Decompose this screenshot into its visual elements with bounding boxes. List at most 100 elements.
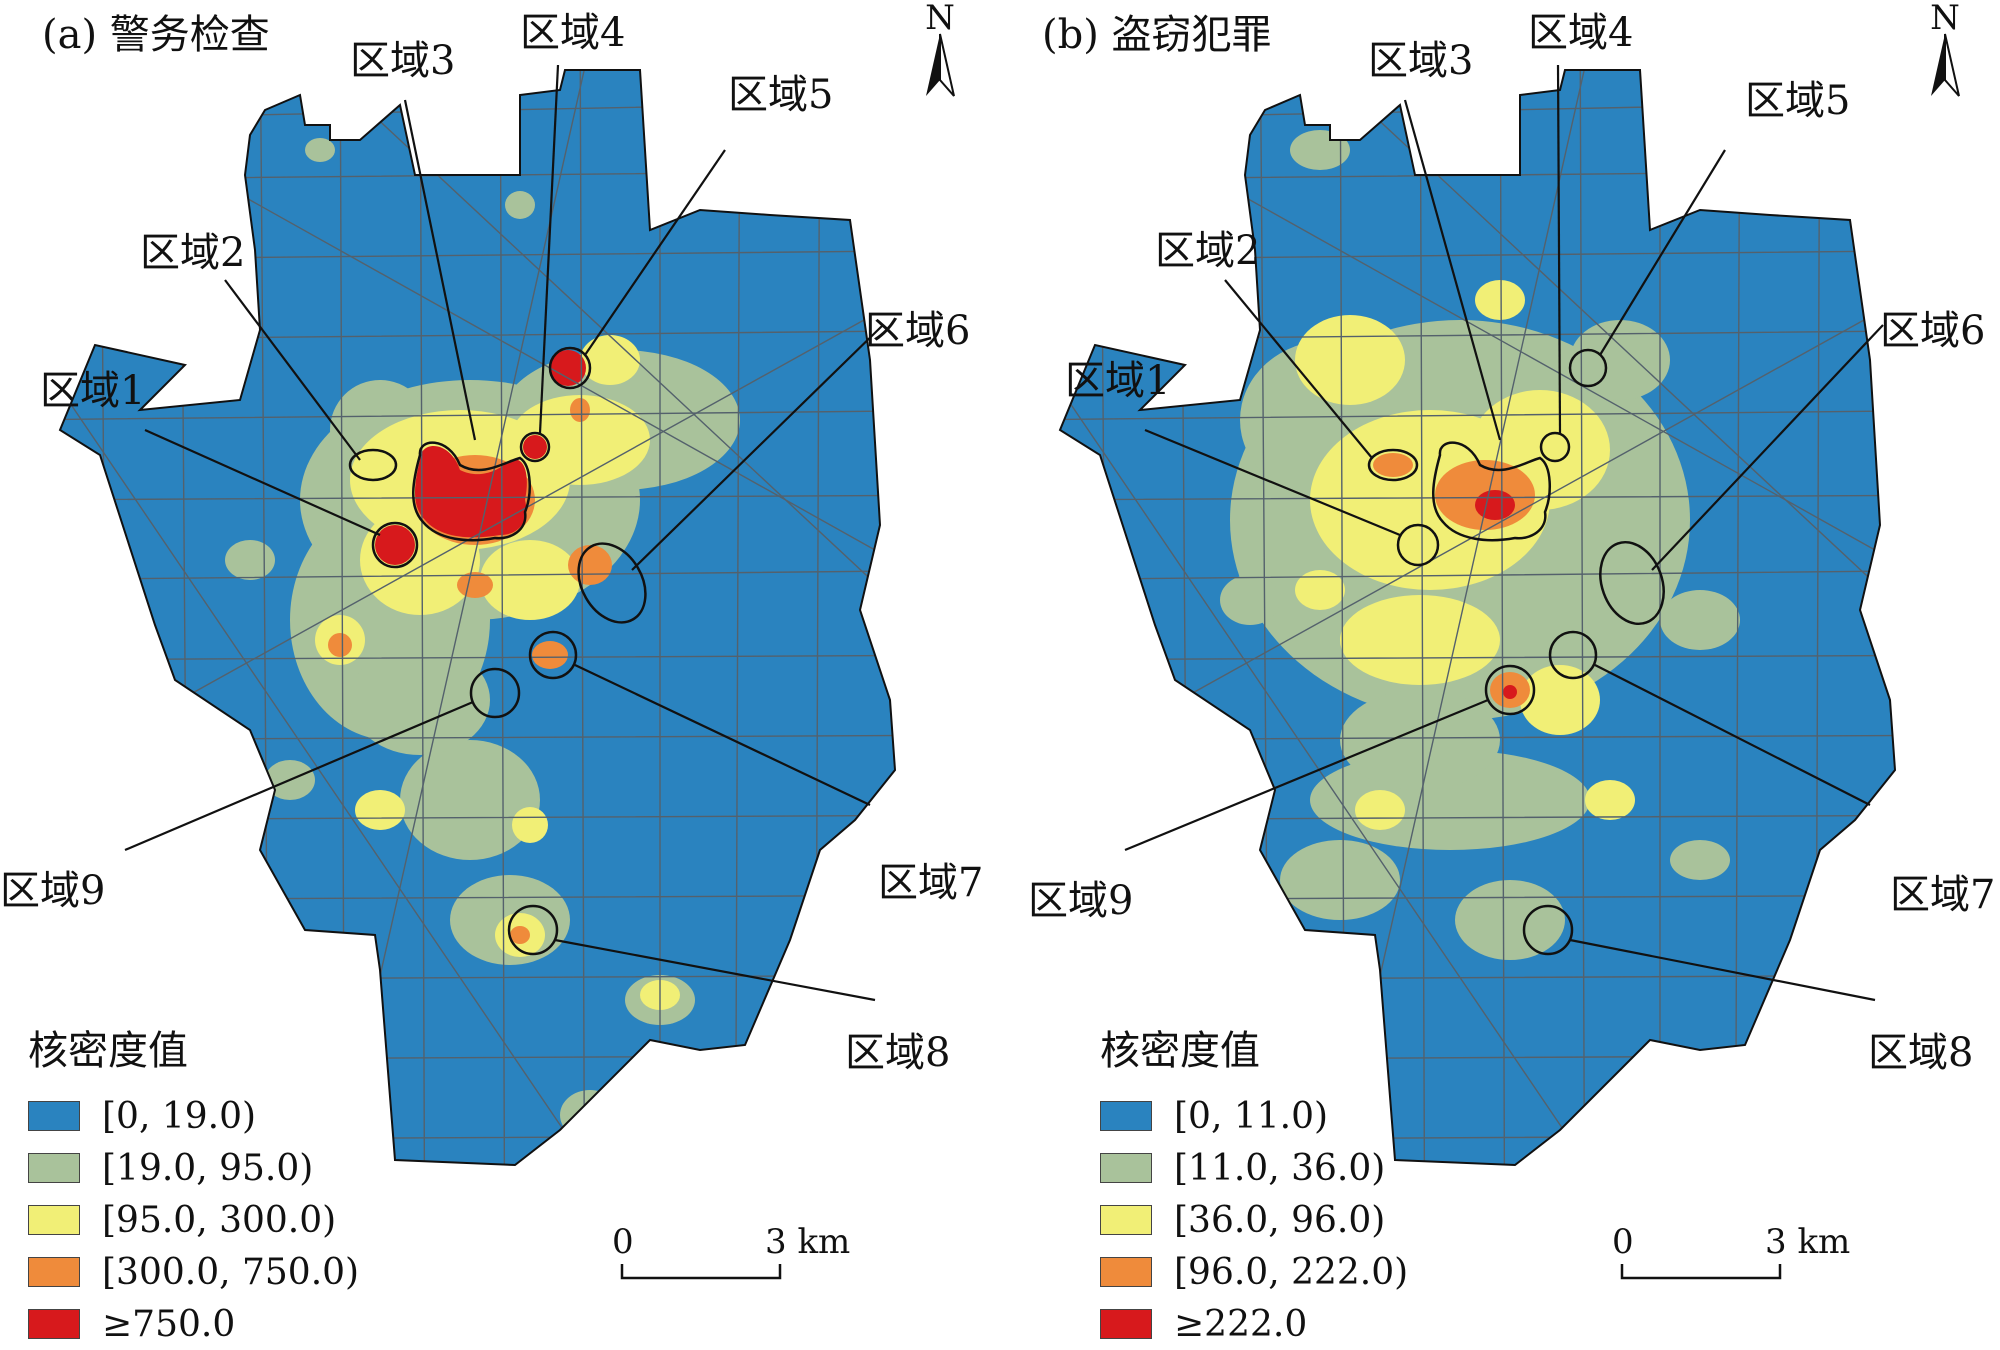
legend-swatch bbox=[28, 1205, 80, 1235]
region-2-leader bbox=[1224, 279, 1373, 459]
region-4-label: 区域4 bbox=[520, 10, 626, 56]
legend-item: [36.0, 96.0) bbox=[1100, 1194, 1408, 1246]
region-9-label: 区域9 bbox=[0, 868, 106, 914]
region-9-label: 区域9 bbox=[1028, 878, 1134, 924]
legend-swatch bbox=[28, 1257, 80, 1287]
legend-swatch bbox=[1100, 1309, 1152, 1339]
scale-zero-label: 0 bbox=[612, 1222, 634, 1262]
density-map bbox=[1058, 64, 1897, 1167]
region-2-label: 区域2 bbox=[1155, 228, 1261, 274]
legend-title: 核密度值 bbox=[28, 1028, 188, 1074]
scale-end-label: 3 km bbox=[1765, 1222, 1851, 1262]
legend: 核密度值 [0, 19.0) [19.0, 95.0) [95.0, 300.0… bbox=[28, 1018, 359, 1350]
north-label: N bbox=[925, 0, 955, 38]
region-6-label: 区域6 bbox=[865, 308, 971, 354]
north-arrow-icon bbox=[926, 33, 955, 97]
region-5-leader bbox=[1599, 149, 1726, 356]
legend-item: [0, 11.0) bbox=[1100, 1090, 1408, 1142]
legend-swatch bbox=[1100, 1205, 1152, 1235]
region-4-circle bbox=[1539, 431, 1571, 463]
region-1-leader bbox=[1144, 428, 1401, 537]
region-9-circle bbox=[469, 667, 521, 719]
region-7-circle bbox=[528, 630, 578, 680]
region-7-circle bbox=[1548, 630, 1598, 680]
scale-bar-line bbox=[620, 1264, 782, 1280]
north-arrow: N bbox=[1915, 0, 1975, 100]
scale-bar: 0 3 km bbox=[612, 1222, 850, 1282]
region-4-label: 区域4 bbox=[1528, 10, 1634, 56]
region-9-leader bbox=[1124, 698, 1489, 852]
region-3-label: 区域3 bbox=[1368, 38, 1474, 84]
region-1-leader bbox=[144, 428, 381, 537]
panel-title: (a) 警务检查 bbox=[42, 12, 270, 58]
legend-swatch bbox=[1100, 1257, 1152, 1287]
region-8-circle bbox=[507, 904, 559, 956]
legend-item: ≥222.0 bbox=[1100, 1298, 1408, 1350]
region-2-circle bbox=[1367, 448, 1419, 482]
district-boundary bbox=[58, 69, 897, 1167]
region-5-leader bbox=[584, 149, 726, 356]
region-1-circle bbox=[1396, 523, 1440, 567]
region-4-leader bbox=[1556, 64, 1562, 434]
legend-item: [0, 19.0) bbox=[28, 1090, 359, 1142]
region-1-label: 区域1 bbox=[40, 368, 146, 414]
panel-title: (b) 盗窃犯罪 bbox=[1042, 12, 1272, 58]
panel-theft-crimes: (b) 盗窃犯罪 区域1 区域2 区域3 区域4 区域5 区域6 区域7 区域8… bbox=[1000, 0, 2000, 1345]
region-1-label: 区域1 bbox=[1065, 358, 1171, 404]
legend-swatch bbox=[28, 1101, 80, 1131]
region-6-leader bbox=[631, 324, 884, 571]
north-label: N bbox=[1930, 0, 1960, 38]
density-map bbox=[58, 64, 897, 1167]
region-3-leader bbox=[403, 99, 477, 441]
panel-police-checks: (a) 警务检查 区域1 区域2 区域3 区域4 区域5 区域6 区域7 区域8… bbox=[0, 0, 1000, 1345]
region-5-label: 区域5 bbox=[728, 72, 834, 118]
legend-item: [95.0, 300.0) bbox=[28, 1194, 359, 1246]
region-7-leader bbox=[1594, 664, 1871, 806]
north-arrow-icon bbox=[1931, 33, 1960, 97]
scale-bar-line bbox=[1620, 1264, 1782, 1280]
region-6-circle bbox=[1599, 540, 1665, 626]
region-1-circle bbox=[371, 521, 419, 569]
region-2-label: 区域2 bbox=[140, 230, 246, 276]
region-3-leader bbox=[1403, 99, 1502, 441]
legend-swatch bbox=[1100, 1101, 1152, 1131]
region-8-leader bbox=[554, 938, 876, 1002]
density-class-5 bbox=[375, 350, 586, 565]
region-2-leader bbox=[224, 279, 361, 461]
legend-swatch bbox=[28, 1153, 80, 1183]
legend-swatch bbox=[28, 1309, 80, 1339]
region-3-outline bbox=[1432, 441, 1551, 542]
region-7-label: 区域7 bbox=[878, 860, 984, 906]
legend-item: [300.0, 750.0) bbox=[28, 1246, 359, 1298]
region-8-leader bbox=[1569, 938, 1876, 1002]
region-3-outline bbox=[412, 441, 531, 542]
region-5-label: 区域5 bbox=[1745, 78, 1851, 124]
region-8-label: 区域8 bbox=[1868, 1030, 1974, 1076]
scale-end-label: 3 km bbox=[765, 1222, 851, 1262]
region-9-leader bbox=[124, 700, 474, 852]
legend-item: [19.0, 95.0) bbox=[28, 1142, 359, 1194]
region-6-label: 区域6 bbox=[1880, 308, 1986, 354]
region-6-leader bbox=[1651, 324, 1884, 571]
region-3-label: 区域3 bbox=[350, 38, 456, 84]
legend-item: ≥750.0 bbox=[28, 1298, 359, 1350]
region-9-circle bbox=[1484, 664, 1536, 716]
legend-title: 核密度值 bbox=[1100, 1028, 1260, 1074]
region-5-circle bbox=[548, 346, 592, 390]
legend-swatch bbox=[1100, 1153, 1152, 1183]
region-7-leader bbox=[574, 664, 871, 806]
region-4-circle bbox=[519, 431, 551, 463]
region-6-circle bbox=[577, 542, 647, 624]
scale-bar: 0 3 km bbox=[1612, 1222, 1850, 1282]
legend: 核密度值 [0, 11.0) [11.0, 36.0) [36.0, 96.0)… bbox=[1100, 1018, 1408, 1350]
north-arrow: N bbox=[910, 0, 970, 100]
scale-zero-label: 0 bbox=[1612, 1222, 1634, 1262]
region-2-circle bbox=[348, 448, 398, 482]
district-boundary bbox=[1058, 69, 1897, 1167]
region-8-circle bbox=[1522, 904, 1574, 956]
legend-item: [11.0, 36.0) bbox=[1100, 1142, 1408, 1194]
region-8-label: 区域8 bbox=[845, 1030, 951, 1076]
legend-item: [96.0, 222.0) bbox=[1100, 1246, 1408, 1298]
region-5-circle bbox=[1568, 348, 1608, 388]
region-7-label: 区域7 bbox=[1890, 872, 1996, 918]
